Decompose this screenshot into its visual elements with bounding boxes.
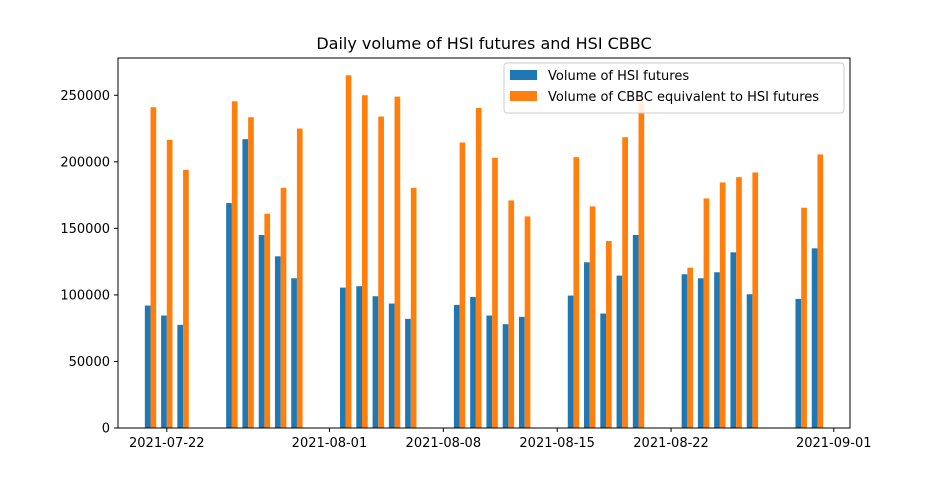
bar-cbbc-2021-08-03	[362, 95, 368, 429]
x-tick-label: 2021-08-08	[406, 436, 482, 451]
legend-swatch-hsi-futures	[510, 70, 537, 80]
bar-hsi-futures-2021-08-23	[681, 274, 688, 428]
bar-hsi-futures-2021-07-27	[242, 139, 249, 428]
legend: Volume of HSI futures Volume of CBBC equi…	[503, 62, 845, 114]
bar-hsi-futures-2021-08-16	[567, 295, 574, 428]
bar-hsi-futures-2021-08-24	[697, 278, 704, 428]
bar-cbbc-2021-08-23	[687, 267, 694, 428]
bar-hsi-futures-2021-08-18	[600, 313, 606, 428]
bar-hsi-futures-2021-08-17	[584, 262, 590, 428]
bar-hsi-futures-2021-08-03	[356, 286, 362, 428]
bar-cbbc-2021-08-18	[606, 241, 612, 428]
bar-hsi-futures-2021-08-04	[372, 296, 379, 428]
chart-title: Daily volume of HSI futures and HSI CBBC	[316, 34, 651, 53]
bar-cbbc-2021-08-26	[736, 177, 742, 428]
bar-cbbc-2021-07-29	[280, 187, 287, 428]
bars-layer	[144, 75, 824, 429]
bar-cbbc-2021-08-27	[752, 172, 759, 428]
bar-hsi-futures-2021-07-28	[258, 235, 265, 428]
bar-cbbc-2021-08-13	[524, 216, 531, 428]
y-tick-label: 0	[102, 422, 110, 437]
bar-hsi-futures-2021-08-06	[405, 318, 411, 428]
bar-hsi-futures-2021-08-19	[616, 275, 623, 428]
legend-swatch-cbbc	[510, 91, 537, 101]
bar-cbbc-2021-08-06	[410, 187, 417, 428]
bar-cbbc-2021-08-12	[508, 200, 515, 428]
bar-cbbc-2021-08-04	[378, 116, 384, 428]
bar-hsi-futures-2021-08-11	[486, 315, 493, 428]
bar-hsi-futures-2021-08-05	[388, 303, 395, 428]
bar-hsi-futures-2021-07-26	[226, 203, 232, 428]
bar-cbbc-2021-08-09	[459, 142, 466, 428]
bar-hsi-futures-2021-08-27	[746, 294, 753, 428]
bar-hsi-futures-2021-07-30	[291, 278, 297, 428]
bar-cbbc-2021-07-28	[264, 213, 271, 428]
bar-hsi-futures-2021-08-02	[340, 287, 346, 428]
bar-hsi-futures-2021-08-20	[632, 235, 639, 428]
bar-hsi-futures-2021-08-30	[795, 298, 802, 428]
bar-hsi-futures-2021-08-12	[502, 324, 509, 428]
bar-cbbc-2021-08-02	[345, 75, 352, 429]
legend-label-cbbc: Volume of CBBC equivalent to HSI futures	[548, 90, 819, 105]
bar-cbbc-2021-08-25	[719, 182, 726, 428]
x-tick-label: 2021-08-01	[292, 436, 368, 451]
bar-hsi-futures-2021-08-25	[714, 272, 720, 428]
bar-hsi-futures-2021-08-26	[730, 252, 737, 428]
legend-label-hsi-futures: Volume of HSI futures	[548, 69, 689, 84]
bar-cbbc-2021-07-21	[150, 107, 157, 429]
bar-hsi-futures-2021-07-29	[274, 256, 281, 428]
y-tick-label: 50000	[69, 355, 110, 370]
plot-frame	[117, 57, 851, 429]
bar-hsi-futures-2021-07-21	[144, 305, 151, 428]
bar-cbbc-2021-08-20	[638, 101, 645, 429]
bar-hsi-futures-2021-07-22	[161, 315, 167, 428]
bar-cbbc-2021-07-22	[166, 139, 173, 428]
bar-cbbc-2021-08-10	[475, 107, 482, 428]
bar-cbbc-2021-08-05	[394, 96, 401, 428]
bar-cbbc-2021-08-24	[703, 198, 710, 428]
y-tick-label: 250000	[60, 89, 110, 104]
bar-cbbc-2021-08-30	[801, 207, 807, 428]
x-tick-label: 2021-09-01	[796, 436, 872, 451]
bar-hsi-futures-2021-08-09	[453, 304, 460, 428]
x-tick-label: 2021-08-22	[633, 436, 709, 451]
legend-box	[503, 62, 845, 114]
x-tick-label: 2021-07-22	[129, 436, 205, 451]
bar-cbbc-2021-08-17	[589, 206, 596, 428]
bar-cbbc-2021-08-19	[622, 137, 628, 428]
bar-cbbc-2021-07-27	[248, 117, 254, 428]
axes-layer: 0 50000 100000 150000 200000 250000 2021-07-22…	[60, 57, 872, 451]
y-tick-label: 100000	[60, 288, 110, 303]
bar-hsi-futures-2021-07-23	[177, 324, 184, 428]
bar-cbbc-2021-08-11	[492, 157, 498, 428]
y-tick-label: 200000	[60, 155, 110, 170]
bar-cbbc-2021-08-16	[573, 157, 580, 428]
bar-cbbc-2021-08-31	[817, 154, 824, 429]
x-tick-label: 2021-08-15	[519, 436, 595, 451]
bar-cbbc-2021-07-30	[296, 128, 303, 429]
bar-hsi-futures-2021-08-13	[518, 316, 525, 428]
y-tick-label: 150000	[60, 222, 110, 237]
bar-cbbc-2021-07-26	[231, 101, 238, 428]
bar-hsi-futures-2021-08-10	[470, 296, 476, 428]
bar-cbbc-2021-07-23	[183, 169, 189, 429]
bar-hsi-futures-2021-08-31	[811, 248, 818, 428]
